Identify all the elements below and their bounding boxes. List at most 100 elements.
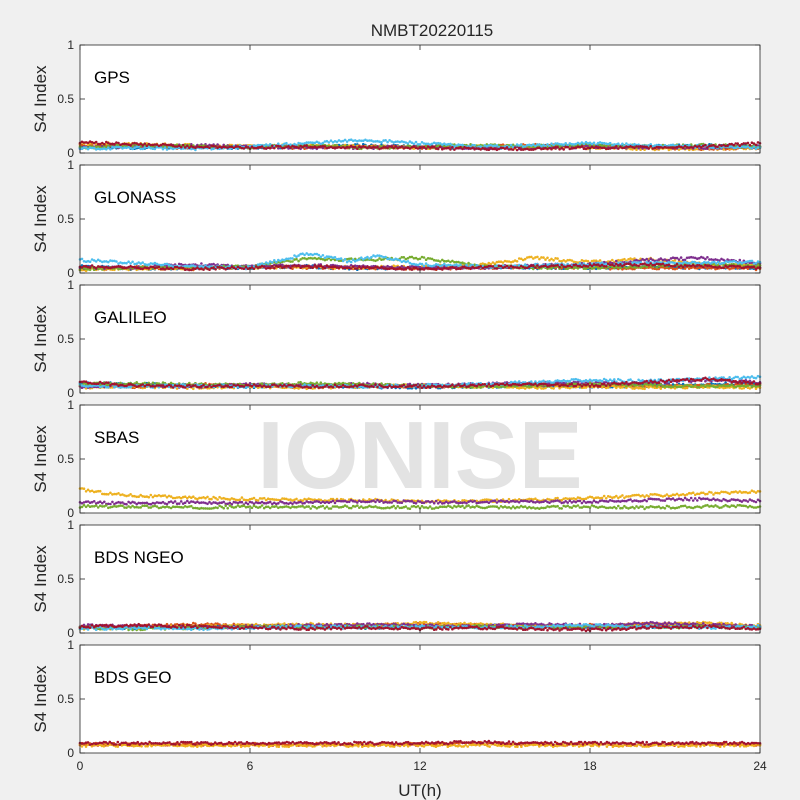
data-point xyxy=(558,265,561,269)
data-point xyxy=(143,142,147,145)
data-point xyxy=(406,142,410,145)
data-point xyxy=(532,264,535,268)
data-point xyxy=(438,260,442,263)
data-point xyxy=(434,267,438,271)
data-point xyxy=(679,256,683,259)
data-point xyxy=(617,147,620,150)
data-point xyxy=(570,265,574,269)
data-point xyxy=(550,147,553,151)
data-point xyxy=(515,148,519,152)
data-point xyxy=(519,143,523,146)
y-tick-label: 0.5 xyxy=(57,92,74,106)
data-point xyxy=(131,144,134,148)
data-point xyxy=(394,145,398,148)
data-point xyxy=(190,143,193,146)
data-point xyxy=(469,267,472,271)
data-point xyxy=(592,141,596,145)
data-point xyxy=(649,262,652,265)
data-point xyxy=(321,254,325,257)
data-point xyxy=(552,259,555,262)
data-point xyxy=(647,263,650,267)
data-point xyxy=(459,267,462,271)
data-point xyxy=(556,263,559,267)
data-point xyxy=(702,147,705,150)
data-point xyxy=(653,148,657,152)
data-point xyxy=(343,138,347,142)
data-point xyxy=(509,143,513,147)
data-point xyxy=(473,144,476,147)
data-point xyxy=(647,147,650,150)
data-point xyxy=(392,144,396,148)
data-point xyxy=(268,266,272,270)
data-point xyxy=(349,267,353,270)
data-point xyxy=(139,144,142,148)
data-point xyxy=(722,148,725,151)
data-point xyxy=(362,142,365,146)
data-point xyxy=(461,147,464,151)
data-point xyxy=(696,147,699,151)
data-point xyxy=(438,145,442,149)
data-point xyxy=(163,146,167,149)
data-point xyxy=(404,267,408,271)
data-point xyxy=(566,267,569,271)
data-point xyxy=(546,256,549,260)
data-point xyxy=(675,262,679,266)
data-point xyxy=(273,267,276,270)
data-point xyxy=(414,140,418,144)
data-point xyxy=(299,147,302,151)
data-point xyxy=(165,148,169,151)
data-point xyxy=(101,268,104,271)
data-point xyxy=(410,268,414,271)
data-point xyxy=(303,147,306,150)
data-point xyxy=(105,142,108,146)
data-point xyxy=(287,147,290,150)
data-point xyxy=(370,255,373,259)
data-point xyxy=(754,261,758,265)
data-point xyxy=(214,268,217,271)
data-point xyxy=(451,146,454,149)
data-point xyxy=(513,146,517,149)
data-point xyxy=(681,265,685,269)
data-point xyxy=(323,266,327,270)
data-point xyxy=(353,145,357,149)
data-point xyxy=(523,257,527,261)
data-point xyxy=(103,145,106,148)
data-point xyxy=(418,143,422,146)
data-point xyxy=(635,148,638,151)
data-point xyxy=(661,262,665,266)
data-point xyxy=(704,143,707,147)
data-point xyxy=(129,144,132,147)
data-point xyxy=(619,266,622,270)
data-point xyxy=(562,148,565,151)
data-point xyxy=(479,265,483,268)
data-point xyxy=(505,146,509,149)
data-point xyxy=(536,264,539,267)
data-point xyxy=(706,255,709,259)
data-point xyxy=(179,145,183,149)
data-point xyxy=(418,257,422,261)
data-point xyxy=(291,257,294,260)
data-point xyxy=(358,265,361,269)
data-point xyxy=(386,140,389,144)
data-point xyxy=(271,264,274,268)
data-point xyxy=(360,256,363,260)
data-point xyxy=(353,143,357,146)
figure-title: NMBT20220115 xyxy=(371,21,494,40)
data-point xyxy=(643,148,646,151)
data-point xyxy=(704,257,707,261)
data-point xyxy=(519,146,523,150)
data-point xyxy=(103,142,106,146)
data-point xyxy=(566,145,569,149)
y-axis-label: S4 Index xyxy=(31,185,50,253)
data-point xyxy=(536,255,539,259)
data-point xyxy=(252,267,256,271)
data-point xyxy=(752,265,756,269)
data-point xyxy=(750,259,754,263)
data-point xyxy=(266,262,270,265)
data-point xyxy=(200,262,203,265)
data-point xyxy=(105,146,108,149)
data-point xyxy=(319,255,323,259)
data-point xyxy=(317,253,321,257)
data-point xyxy=(598,259,602,262)
